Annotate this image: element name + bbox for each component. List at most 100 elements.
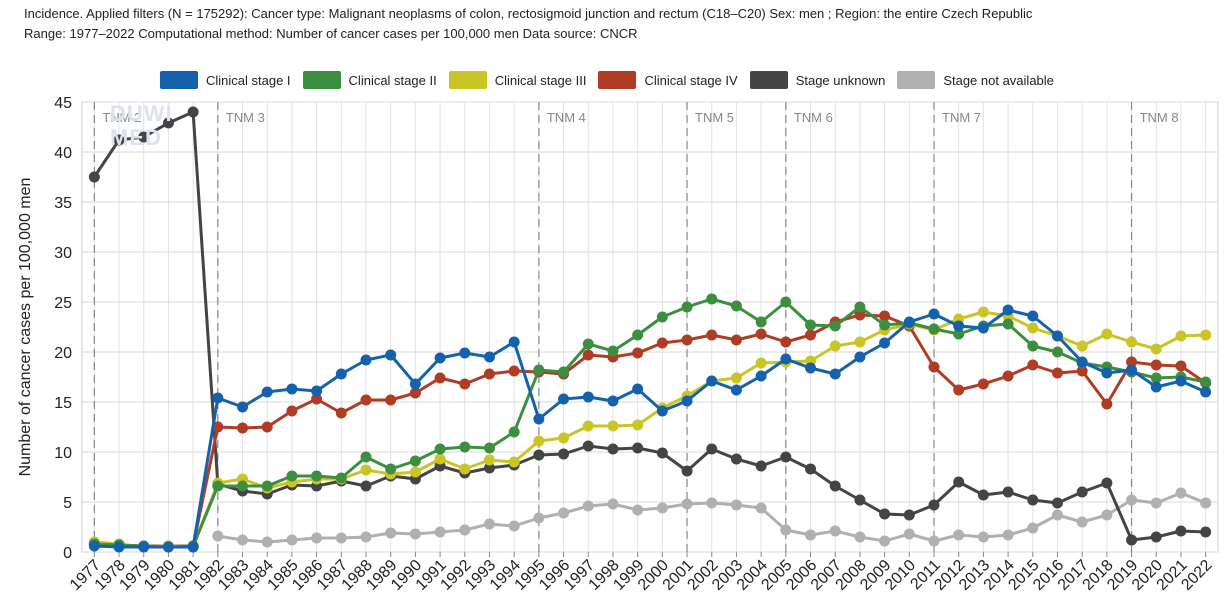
data-point <box>360 451 372 463</box>
data-point <box>459 378 471 390</box>
data-point <box>1027 322 1039 334</box>
data-point <box>607 345 619 357</box>
data-point <box>360 464 372 476</box>
y-tick-label: 25 <box>54 295 72 312</box>
legend-swatch <box>749 71 788 89</box>
data-point <box>805 319 817 331</box>
legend-item[interactable]: Clinical stage III <box>448 71 587 89</box>
data-point <box>632 419 644 431</box>
data-point <box>558 507 570 519</box>
data-point <box>1101 398 1113 410</box>
data-point <box>582 500 594 512</box>
data-point <box>1175 330 1187 342</box>
tnm-label: TNM 4 <box>547 110 586 125</box>
data-point <box>212 392 224 404</box>
data-point <box>286 470 298 482</box>
data-point <box>706 497 718 509</box>
legend-item[interactable]: Clinical stage IV <box>598 71 738 89</box>
data-point <box>656 337 668 349</box>
data-point <box>632 504 644 516</box>
data-point <box>977 378 989 390</box>
data-point <box>854 494 866 506</box>
data-point <box>335 472 347 484</box>
data-point <box>1126 364 1138 376</box>
data-point <box>261 421 273 433</box>
data-point <box>879 535 891 547</box>
data-point <box>854 309 866 321</box>
data-point <box>953 529 965 541</box>
data-point <box>1126 494 1138 506</box>
data-point <box>1175 375 1187 387</box>
data-point <box>632 347 644 359</box>
tnm-label: TNM 3 <box>226 110 265 125</box>
data-point <box>1002 370 1014 382</box>
data-point <box>508 456 520 468</box>
data-point <box>903 509 915 521</box>
data-point <box>780 524 792 536</box>
data-point <box>681 498 693 510</box>
data-point <box>508 520 520 532</box>
data-point <box>360 480 372 492</box>
data-point <box>459 441 471 453</box>
data-point <box>755 460 767 472</box>
series-line <box>94 313 1207 548</box>
data-point <box>483 454 495 466</box>
data-point <box>953 476 965 488</box>
y-axis-label: Number of cancer cases per 100,000 men <box>17 178 34 477</box>
data-point <box>656 502 668 514</box>
data-point <box>1150 381 1162 393</box>
series-line <box>94 308 1207 549</box>
data-point <box>113 134 125 146</box>
data-point <box>805 463 817 475</box>
data-point <box>755 502 767 514</box>
y-tick-label: 15 <box>54 395 72 412</box>
data-point <box>1175 360 1187 372</box>
data-point <box>1002 304 1014 316</box>
data-point <box>261 536 273 548</box>
data-point <box>953 328 965 340</box>
data-point <box>360 354 372 366</box>
y-tick-label: 30 <box>54 245 72 262</box>
series-clinical-stage-iv <box>88 309 1212 552</box>
data-point <box>113 541 125 553</box>
data-point <box>1200 526 1212 538</box>
data-point <box>335 368 347 380</box>
legend-swatch <box>897 71 936 89</box>
y-tick-label: 45 <box>54 95 72 112</box>
data-point <box>829 340 841 352</box>
data-point <box>829 368 841 380</box>
data-point <box>805 362 817 374</box>
data-point <box>409 378 421 390</box>
data-point <box>558 366 570 378</box>
filter-description: Incidence. Applied filters (N = 175292):… <box>24 6 1033 21</box>
data-point <box>1027 494 1039 506</box>
legend-item[interactable]: Stage not available <box>897 71 1054 89</box>
data-point <box>88 540 100 552</box>
legend-item[interactable]: Stage unknown <box>749 71 885 89</box>
tnm-label: TNM 6 <box>794 110 833 125</box>
data-point <box>558 393 570 405</box>
data-point <box>533 413 545 425</box>
data-point <box>1101 509 1113 521</box>
data-point <box>780 451 792 463</box>
data-point <box>434 443 446 455</box>
data-point <box>483 518 495 530</box>
data-point <box>656 447 668 459</box>
data-point <box>632 442 644 454</box>
data-point <box>632 383 644 395</box>
legend-label: Clinical stage IV <box>644 72 738 88</box>
legend-label: Clinical stage III <box>494 72 587 88</box>
legend-swatch <box>302 71 341 89</box>
data-point <box>212 530 224 542</box>
series-stage-not-available <box>212 487 1212 548</box>
watermark-logo: DUWI MED <box>110 101 173 150</box>
data-point <box>558 432 570 444</box>
legend-item[interactable]: Clinical stage II <box>302 71 437 89</box>
data-point <box>162 541 174 553</box>
data-point <box>681 395 693 407</box>
data-point <box>1051 330 1063 342</box>
data-point <box>212 480 224 492</box>
data-point <box>928 308 940 320</box>
legend-item[interactable]: Clinical stage I <box>160 71 291 89</box>
data-point <box>360 531 372 543</box>
